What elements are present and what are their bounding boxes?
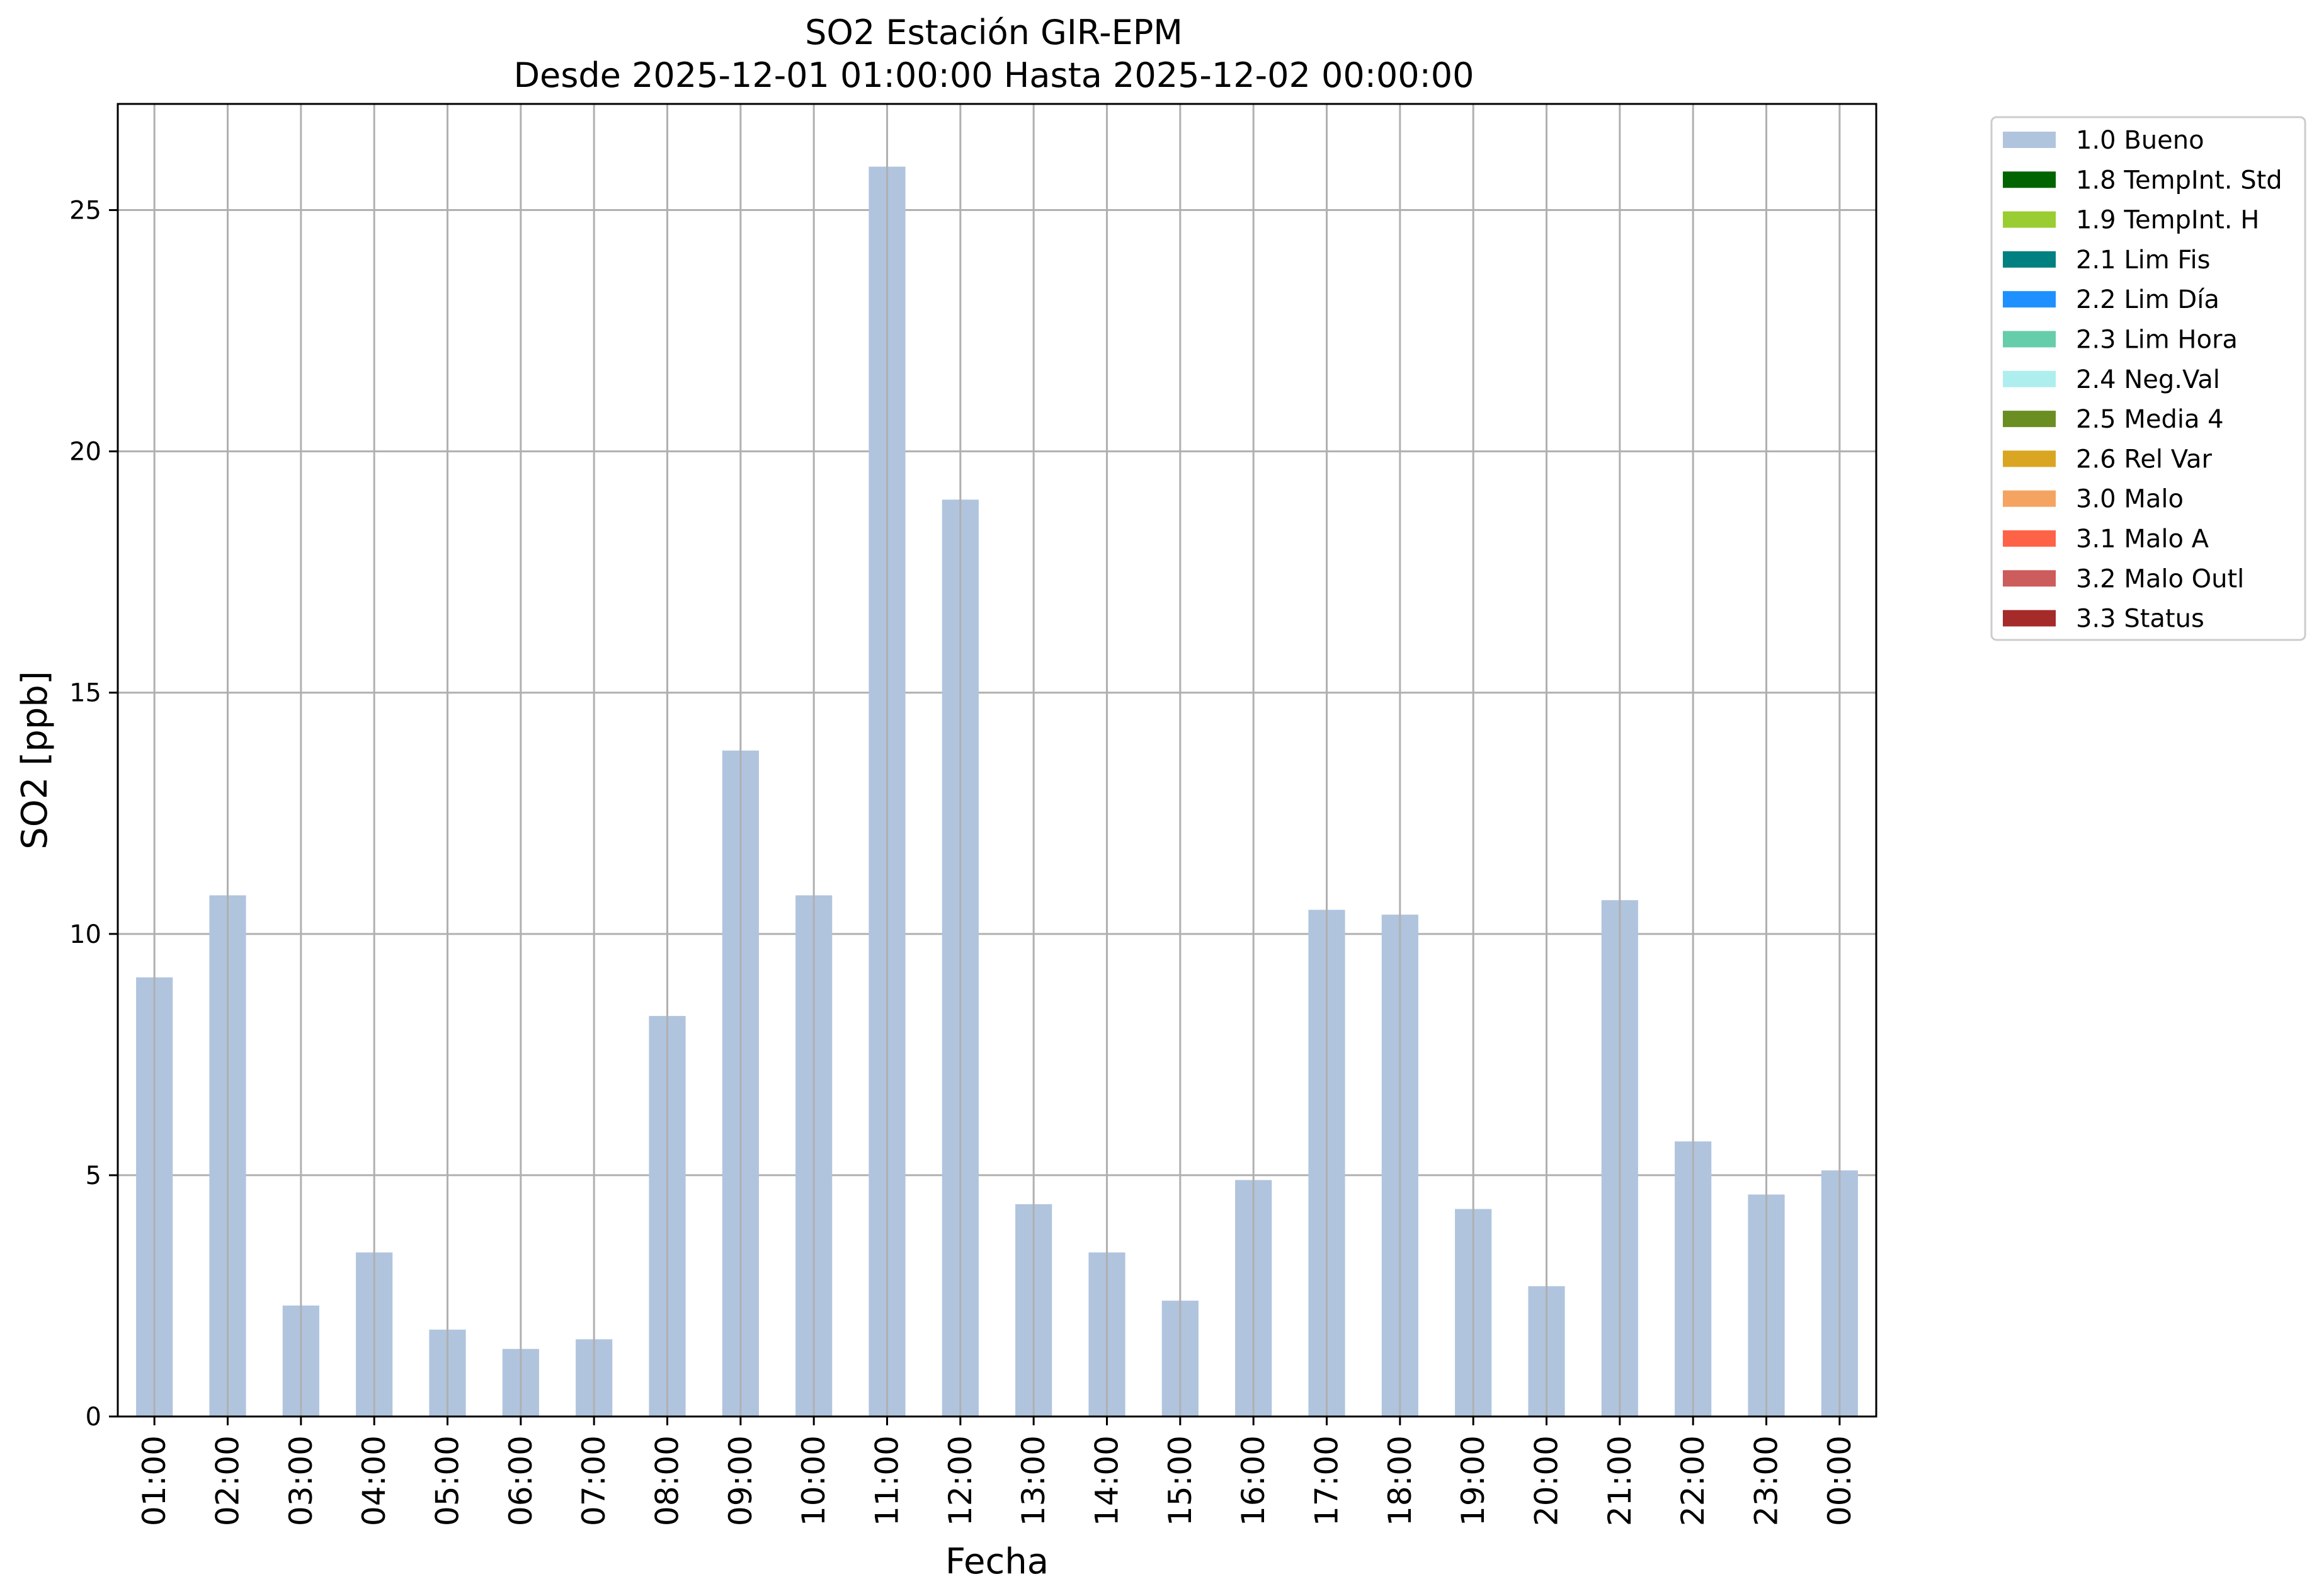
x-tick-label: 20:00 [1529,1435,1565,1526]
x-tick-label: 19:00 [1455,1435,1491,1526]
legend-swatch [2003,450,2056,467]
x-tick-label: 00:00 [1821,1435,1858,1526]
x-tick-label: 05:00 [430,1435,466,1526]
x-tick-label: 08:00 [649,1435,686,1526]
legend-swatch [2003,291,2056,308]
legend-label: 3.1 Malo A [2076,525,2209,554]
legend-frame [1990,116,2306,641]
x-tick-label: 23:00 [1748,1435,1785,1526]
x-tick-label: 09:00 [722,1435,759,1526]
x-tick-label: 06:00 [503,1435,539,1526]
x-tick-label: 03:00 [283,1435,319,1526]
legend-swatch [2003,132,2056,148]
y-tick-label: 20 [69,438,101,467]
y-tick-label: 10 [69,920,101,949]
chart-title: SO2 Estación GIR-EPM [805,13,1183,52]
legend-label: 2.6 Rel Var [2076,445,2213,474]
y-tick-label: 5 [86,1161,101,1190]
legend-swatch [2003,530,2056,547]
x-tick-label: 07:00 [576,1435,612,1526]
legend-swatch [2003,370,2056,387]
x-tick-label: 12:00 [942,1435,979,1526]
legend-label: 1.0 Bueno [2076,126,2204,155]
y-tick-label: 15 [69,679,101,708]
legend-label: 1.9 TempInt. H [2076,206,2259,235]
legend-swatch [2003,211,2056,228]
legend-label: 2.3 Lim Hora [2076,326,2238,355]
legend-swatch [2003,610,2056,627]
legend-label: 2.1 Lim Fis [2076,246,2210,275]
x-tick-label: 22:00 [1675,1435,1711,1526]
y-axis-label: SO2 [ppb] [14,671,55,849]
legend-label: 2.5 Media 4 [2076,405,2224,434]
x-tick-label: 10:00 [795,1435,832,1526]
x-tick-label: 04:00 [356,1435,392,1526]
legend-label: 3.2 Malo Outl [2076,564,2244,593]
y-tick-label: 25 [69,197,101,225]
legend-swatch [2003,570,2056,587]
y-axis-ticks: 0 5 10 15 20 25 [69,197,118,1432]
y-tick-label: 0 [86,1403,101,1432]
x-axis-ticks: 01:00 02:00 03:00 04:00 05:00 06:00 07:00 08:00… [136,1416,1858,1526]
legend-swatch [2003,490,2056,507]
x-tick-label: 01:00 [136,1435,173,1526]
x-tick-label: 11:00 [869,1435,906,1526]
legend-label: 1.8 TempInt. Std [2076,166,2282,195]
x-tick-label: 18:00 [1382,1435,1418,1526]
x-axis-label: Fecha [945,1541,1049,1582]
legend: 1.0 Bueno 1.8 TempInt. Std 1.9 TempInt. H 2… [1990,116,2306,641]
x-tick-label: 21:00 [1602,1435,1638,1526]
legend-swatch [2003,251,2056,268]
vertical-grid-lines [153,104,1841,1416]
legend-swatch [2003,411,2056,428]
x-tick-label: 15:00 [1162,1435,1199,1526]
legend-swatch [2003,171,2056,188]
legend-entries: 1.0 Bueno 1.8 TempInt. Std 1.9 TempInt. H 2… [2003,126,2282,634]
x-tick-label: 13:00 [1015,1435,1052,1526]
legend-label: 2.4 Neg.Val [2076,365,2220,394]
x-tick-label: 16:00 [1235,1435,1272,1526]
x-tick-label: 14:00 [1089,1435,1125,1526]
plot-frame [117,103,1877,1418]
chart-subtitle: Desde 2025-12-01 01:00:00 Hasta 2025-12-… [513,55,1474,95]
legend-label: 3.0 Malo [2076,485,2184,514]
x-tick-label: 02:00 [210,1435,246,1526]
legend-label: 3.3 Status [2076,605,2204,634]
legend-swatch [2003,331,2056,348]
legend-label: 2.2 Lim Día [2076,285,2219,314]
x-tick-label: 17:00 [1309,1435,1345,1526]
